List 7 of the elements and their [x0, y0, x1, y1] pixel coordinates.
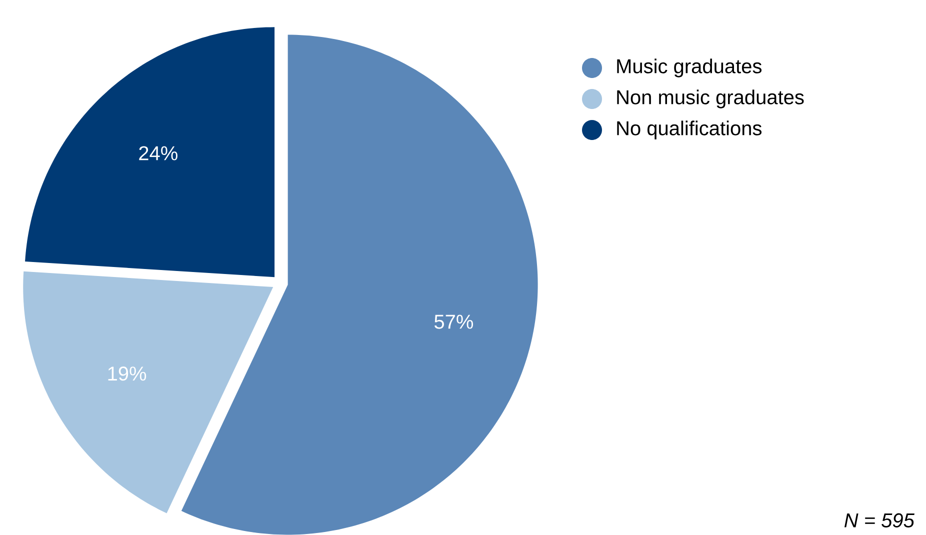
data-label: 24% — [139, 146, 178, 160]
legend-label: No qualifications — [617, 120, 762, 140]
text: N = 595 — [844, 513, 914, 528]
legend-label: Music graduates — [617, 58, 762, 78]
data-label: 19% — [108, 366, 146, 381]
legend-label: Non music graduates — [617, 90, 804, 108]
data-label: 57% — [434, 314, 474, 329]
